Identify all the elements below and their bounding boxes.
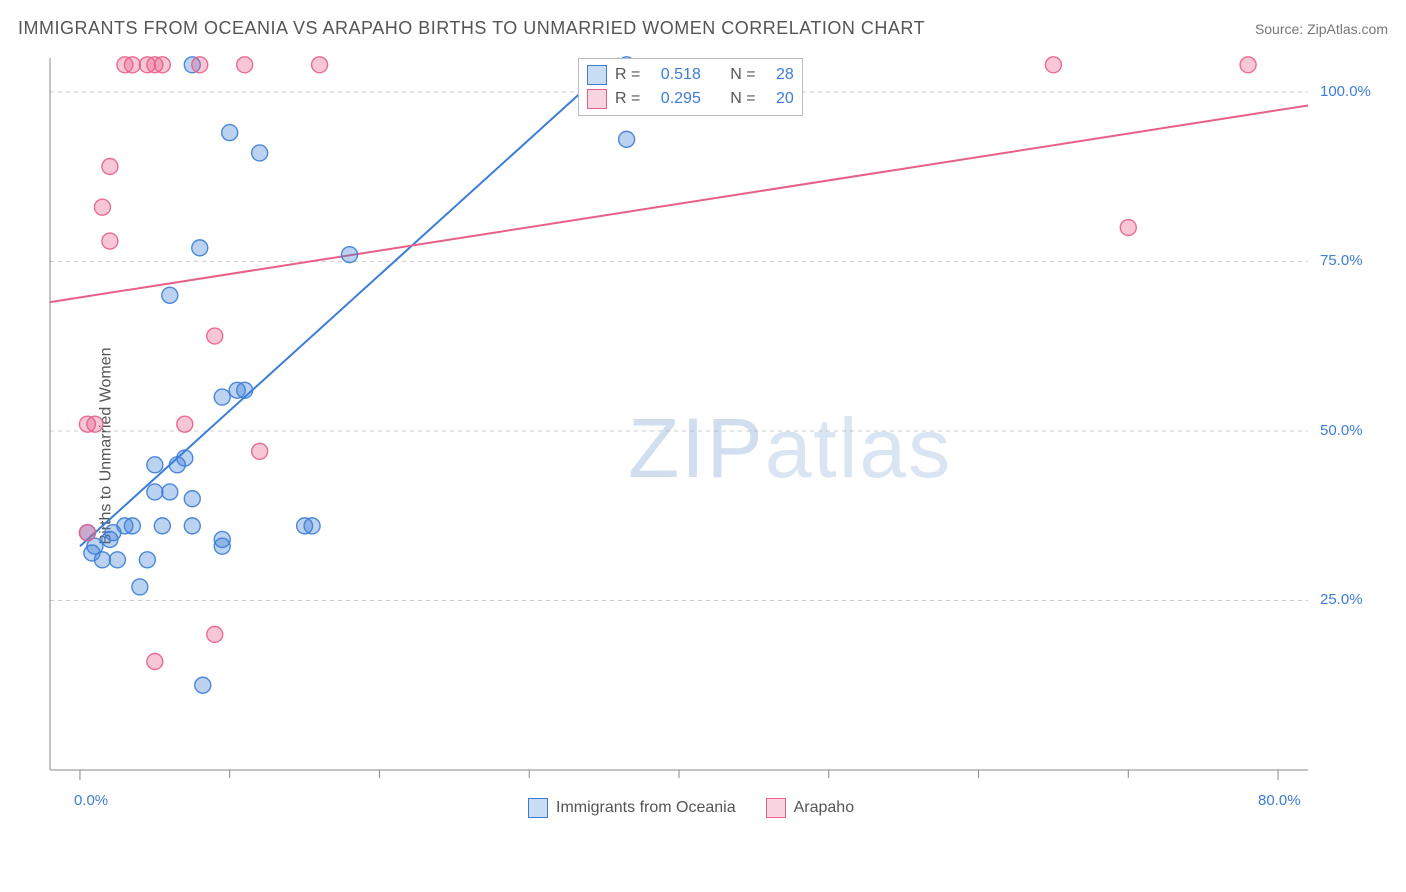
n-value: 28 <box>776 63 794 87</box>
series-legend-label: Arapaho <box>794 796 855 820</box>
stats-legend-row: R = 0.518 N = 28 <box>587 63 794 87</box>
r-label: R = <box>615 87 640 111</box>
stats-legend: R = 0.518 N = 28R = 0.295 N = 20 <box>578 58 803 116</box>
legend-swatch <box>766 798 786 818</box>
n-label: N = <box>730 63 755 87</box>
x-tick-label: 80.0% <box>1258 792 1301 809</box>
chart-header: IMMIGRANTS FROM OCEANIA VS ARAPAHO BIRTH… <box>18 18 1388 39</box>
stats-legend-row: R = 0.295 N = 20 <box>587 87 794 111</box>
series-legend-label: Immigrants from Oceania <box>556 796 736 820</box>
n-value: 20 <box>776 87 794 111</box>
source-attribution: Source: ZipAtlas.com <box>1255 21 1388 37</box>
chart-area: ZIPatlas R = 0.518 N = 28R = 0.295 N = 2… <box>48 50 1388 820</box>
n-label: N = <box>730 87 755 111</box>
y-tick-label: 25.0% <box>1320 591 1363 608</box>
legend-swatch <box>528 798 548 818</box>
y-tick-label: 75.0% <box>1320 252 1363 269</box>
legend-swatch <box>587 89 607 109</box>
series-legend-item: Immigrants from Oceania <box>528 796 736 820</box>
y-tick-label: 50.0% <box>1320 422 1363 439</box>
x-tick-label: 0.0% <box>74 792 108 809</box>
r-label: R = <box>615 63 640 87</box>
chart-title: IMMIGRANTS FROM OCEANIA VS ARAPAHO BIRTH… <box>18 18 925 39</box>
series-legend-item: Arapaho <box>766 796 855 820</box>
y-tick-label: 100.0% <box>1320 83 1371 100</box>
series-legend: Immigrants from Oceania Arapaho <box>528 796 854 820</box>
scatter-plot-svg <box>48 50 1388 820</box>
r-value: 0.518 <box>661 63 701 87</box>
legend-swatch <box>587 65 607 85</box>
r-value: 0.295 <box>661 87 701 111</box>
